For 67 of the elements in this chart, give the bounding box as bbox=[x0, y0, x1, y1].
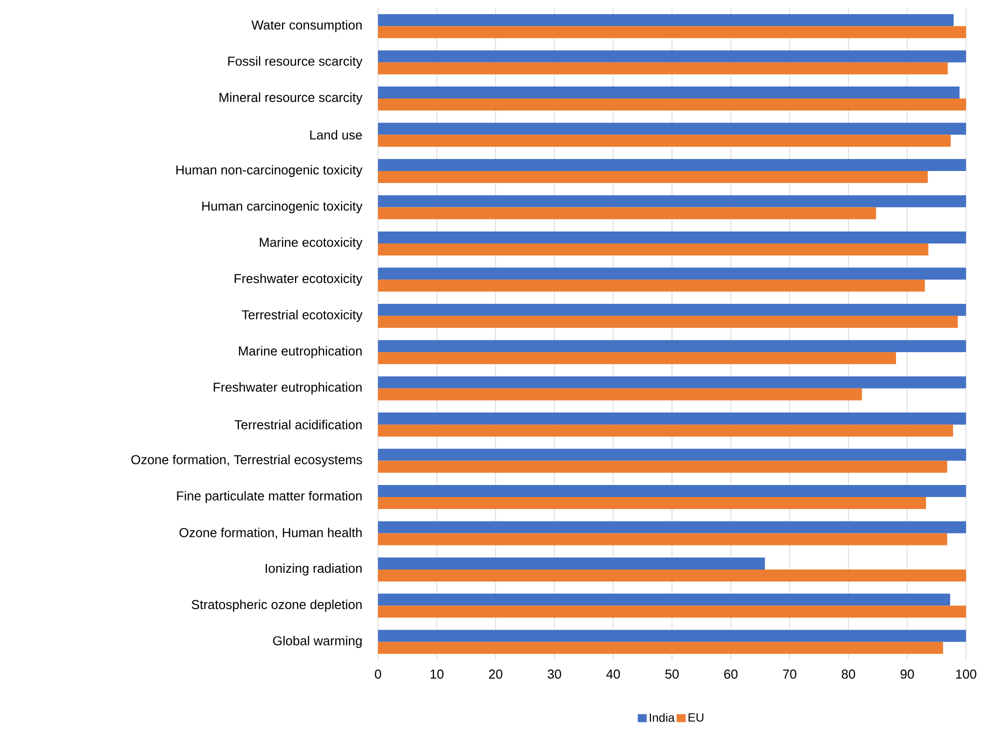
bar bbox=[378, 316, 958, 328]
y-tick-label: Freshwater eutrophication bbox=[214, 382, 362, 394]
bar bbox=[378, 497, 926, 510]
legend-label: India bbox=[650, 713, 675, 722]
y-tick-label: Ionizing radiation bbox=[266, 563, 362, 576]
x-tick-label: 90 bbox=[900, 670, 914, 679]
y-tick-label: Global warming bbox=[273, 636, 362, 648]
bar bbox=[378, 521, 966, 534]
y-tick-label: Human non-carcinogenic toxicity bbox=[176, 164, 362, 178]
bar bbox=[378, 98, 966, 111]
bar bbox=[378, 171, 928, 184]
bar bbox=[378, 376, 966, 388]
y-tick-label: Freshwater ecotoxicity bbox=[234, 274, 362, 286]
x-tick-label: 70 bbox=[783, 670, 796, 679]
x-tick-label: 30 bbox=[548, 670, 562, 679]
bar bbox=[378, 448, 966, 461]
x-tick-label: 0 bbox=[374, 670, 382, 679]
bar bbox=[378, 412, 966, 425]
bar bbox=[378, 243, 928, 256]
x-tick-label: 60 bbox=[724, 670, 738, 679]
bar bbox=[378, 62, 948, 74]
y-tick-label: Mineral resource scarcity bbox=[220, 92, 362, 105]
bar bbox=[378, 388, 862, 400]
y-tick-label: Marine ecotoxicity bbox=[260, 237, 362, 250]
bar bbox=[378, 268, 966, 280]
bar bbox=[378, 485, 966, 498]
bar bbox=[378, 280, 925, 292]
y-tick-label: Terrestrial acidification bbox=[234, 420, 362, 430]
y-tick-label: Fossil resource scarcity bbox=[228, 56, 362, 68]
bar bbox=[378, 159, 966, 172]
bar bbox=[378, 14, 954, 26]
bar bbox=[378, 460, 948, 473]
bar bbox=[378, 304, 966, 316]
bar bbox=[378, 424, 954, 437]
bar bbox=[378, 352, 896, 364]
bar bbox=[378, 630, 966, 642]
bar bbox=[378, 642, 944, 654]
bar bbox=[378, 340, 966, 352]
y-tick-label: Human carcinogenic toxicity bbox=[202, 201, 362, 214]
bar bbox=[378, 50, 966, 62]
x-tick-label: 100 bbox=[956, 670, 976, 679]
x-tick-label: 10 bbox=[430, 670, 444, 679]
bar bbox=[378, 195, 966, 208]
y-tick-label: Fine particulate matter formation bbox=[177, 490, 362, 504]
bar bbox=[378, 557, 765, 570]
bar bbox=[378, 86, 960, 99]
bar bbox=[378, 606, 966, 618]
x-tick-label: 80 bbox=[842, 670, 856, 679]
bar bbox=[378, 533, 948, 546]
legend-label: EU bbox=[688, 713, 704, 722]
bar bbox=[378, 26, 966, 38]
bar bbox=[378, 122, 966, 135]
y-tick-label: Terrestrial ecotoxicity bbox=[242, 310, 362, 322]
y-tick-label: Stratospheric ozone depletion bbox=[192, 600, 362, 612]
x-tick-label: 40 bbox=[606, 670, 620, 679]
y-tick-label: Marine eutrophication bbox=[238, 346, 362, 358]
bar bbox=[378, 231, 966, 244]
bar bbox=[378, 207, 876, 220]
y-tick-label: Land use bbox=[310, 130, 362, 140]
y-tick-label: Water consumption bbox=[251, 20, 362, 32]
bar bbox=[378, 569, 966, 582]
y-tick-label: Ozone formation, Terrestrial ecosystems bbox=[131, 454, 362, 467]
x-tick-label: 20 bbox=[489, 670, 502, 679]
bar bbox=[378, 594, 950, 606]
x-tick-label: 50 bbox=[665, 670, 679, 679]
y-tick-label: Ozone formation, Human health bbox=[180, 528, 362, 539]
bar bbox=[378, 134, 951, 147]
